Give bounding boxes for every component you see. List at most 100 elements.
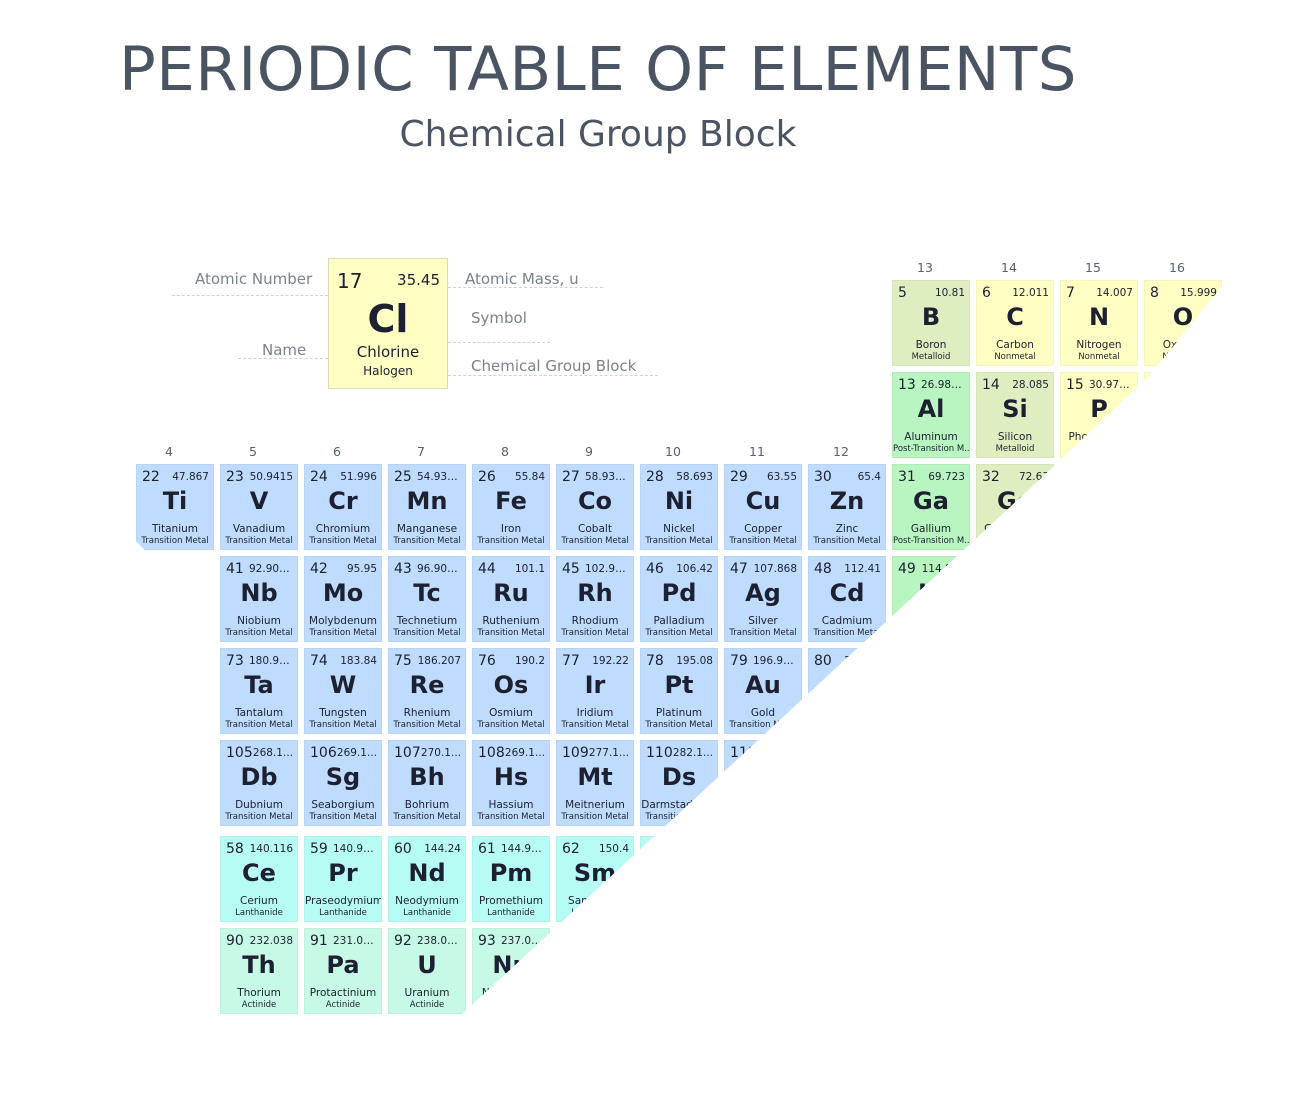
element-cell-w: 74 183.84 W Tungsten Transition Metal — [304, 648, 382, 734]
element-mass: 55.84 — [514, 471, 545, 483]
element-group: Transition Metal — [561, 720, 629, 730]
element-number: 106 — [310, 745, 337, 761]
element-number: 13 — [898, 377, 916, 393]
element-symbol: Nb — [240, 579, 278, 607]
element-name: Promethium — [479, 895, 543, 907]
element-group: Transition Metal — [729, 720, 797, 730]
element-cell-mt: 109 277.1... Mt Meitnerium Transition Metal — [556, 740, 634, 826]
group-label-12: 12 — [833, 444, 849, 459]
element-name: Gold — [750, 707, 776, 719]
legend-line-atomic-mass — [448, 287, 603, 288]
element-group: Transition Metal — [225, 628, 293, 638]
element-name: Europium — [653, 895, 705, 907]
element-mass: 270.1... — [420, 747, 461, 759]
element-name: Nitrogen — [1076, 339, 1122, 351]
element-group: Transition Metal — [477, 628, 545, 638]
element-number: 59 — [310, 841, 328, 857]
element-number: 78 — [646, 653, 664, 669]
element-mass: 231.03... — [333, 935, 377, 947]
element-number: 24 — [310, 469, 328, 485]
element-mass: 151.964 — [669, 843, 713, 855]
element-name: Ruthenium — [482, 615, 540, 627]
element-group: Metalloid — [911, 352, 951, 362]
element-symbol: Hg — [828, 671, 866, 699]
element-mass: 268.1... — [252, 747, 293, 759]
element-symbol: Re — [409, 671, 445, 699]
element-name: Tantalum — [234, 707, 284, 719]
element-group: Transition Metal — [225, 812, 293, 822]
group-label-16: 16 — [1169, 260, 1185, 275]
legend-symbol-label: Symbol — [471, 309, 527, 327]
element-number: 58 — [226, 841, 244, 857]
element-symbol: Ge — [997, 487, 1033, 515]
element-number: 32 — [982, 469, 1000, 485]
element-name: Praseodymium — [305, 895, 381, 907]
element-number: 23 — [226, 469, 244, 485]
element-name: Iron — [500, 523, 522, 535]
element-group: Transition Metal — [477, 720, 545, 730]
element-group: Transition Metal — [309, 536, 377, 546]
element-number: 63 — [646, 841, 664, 857]
element-mass: 277.1... — [588, 747, 629, 759]
element-number: 7 — [1066, 285, 1075, 301]
element-number: 46 — [646, 561, 664, 577]
element-cell-cu: 29 63.55 Cu Copper Transition Metal — [724, 464, 802, 550]
element-symbol: C — [1006, 303, 1024, 331]
element-group: Metalloid — [1079, 536, 1119, 546]
element-group: Post-Transition Metal — [893, 720, 969, 730]
element-mass: 69.723 — [928, 471, 965, 483]
element-cell-os: 76 190.2 Os Osmium Transition Metal — [472, 648, 550, 734]
element-mass: 204.383 — [921, 655, 965, 667]
element-number: 91 — [310, 933, 328, 949]
element-name: Silver — [748, 615, 778, 627]
element-group: Lanthanide — [403, 908, 451, 918]
element-mass: 74.9216 — [1089, 471, 1133, 483]
element-symbol: Ag — [745, 579, 781, 607]
element-group: Lanthanide — [571, 908, 619, 918]
element-number: 29 — [730, 469, 748, 485]
element-name: Niobium — [237, 615, 281, 627]
element-group: Transition Metal — [645, 812, 713, 822]
element-number: 49 — [898, 561, 916, 577]
element-number: 76 — [478, 653, 496, 669]
element-number: 9 — [1234, 285, 1243, 301]
element-number: 44 — [478, 561, 496, 577]
element-number: 30 — [814, 469, 832, 485]
legend-group-block-label: Chemical Group Block — [471, 357, 637, 375]
element-name: Darmstadtium — [641, 799, 717, 811]
element-mass: 18.998 — [1264, 287, 1295, 299]
element-group: Metalloid — [995, 536, 1035, 546]
element-number: 93 — [478, 933, 496, 949]
element-mass: 50.9415 — [249, 471, 293, 483]
element-number: 43 — [394, 561, 412, 577]
element-cell-mo: 42 95.95 Mo Molybdenum Transition Metal — [304, 556, 382, 642]
element-name: Protactinium — [309, 987, 377, 999]
element-symbol: Fe — [495, 487, 527, 515]
element-symbol: Co — [577, 487, 613, 515]
element-cell-cd: 48 112.41 Cd Cadmium Transition Metal — [808, 556, 886, 642]
element-name: Titanium — [151, 523, 198, 535]
element-mass: 14.007 — [1096, 287, 1133, 299]
element-symbol: Ta — [244, 671, 274, 699]
element-group: Nonmetal — [1162, 444, 1204, 454]
element-mass: 95.95 — [346, 563, 377, 575]
element-group: Nonmetal — [1078, 352, 1120, 362]
element-mass: 195.08 — [676, 655, 713, 667]
element-number: 73 — [226, 653, 244, 669]
element-number: 22 — [142, 469, 160, 485]
element-group: Transition Metal — [309, 628, 377, 638]
element-number: 77 — [562, 653, 580, 669]
element-group: Transition Metal — [645, 720, 713, 730]
element-symbol: P — [1090, 395, 1108, 423]
element-name: Cobalt — [578, 523, 612, 535]
element-name: Copper — [744, 523, 782, 535]
element-number: 90 — [226, 933, 244, 949]
element-name: Chromium — [315, 523, 371, 535]
element-cell-ga: 31 69.723 Ga Gallium Post-Transition M... — [892, 464, 970, 550]
group-label-14: 14 — [1001, 260, 1017, 275]
element-cell-sm: 62 150.4 Sm Samarium Lanthanide — [556, 836, 634, 922]
legend-sample-number: 17 — [337, 269, 363, 293]
